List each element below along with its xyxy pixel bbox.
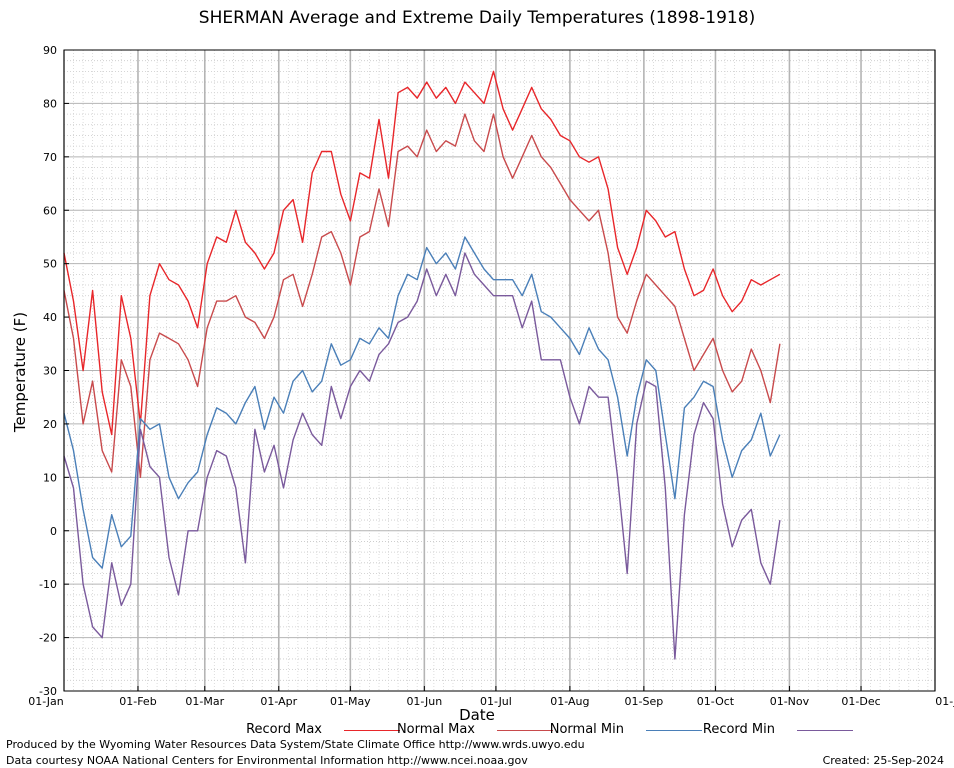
x-tick-label: 01-Oct xyxy=(697,695,735,708)
legend-swatch-record-max xyxy=(344,730,400,731)
series-lines xyxy=(63,70,781,660)
x-tick-label: 01-May xyxy=(330,695,371,708)
legend-item-record-max: Record Max xyxy=(0,722,400,738)
y-tick-label: -30 xyxy=(39,685,57,698)
y-tick-label: 60 xyxy=(43,204,57,217)
y-tick-label: 80 xyxy=(43,97,57,110)
chart-title: SHERMAN Average and Extreme Daily Temper… xyxy=(198,8,756,28)
y-tick-label: 10 xyxy=(43,471,57,484)
y-axis-label: Temperature (F) xyxy=(11,311,29,433)
legend-label-normal-max: Normal Max xyxy=(396,722,475,737)
legend: Record Max Normal Max Normal Min Record … xyxy=(0,722,954,738)
x-axis-label: Date xyxy=(459,706,495,724)
y-tick-label: 70 xyxy=(43,151,57,164)
legend-swatch-normal-min xyxy=(646,730,702,731)
footer-courtesy: Data courtesy NOAA National Centers for … xyxy=(6,754,528,767)
y-tick-label: 0 xyxy=(50,525,57,538)
x-tick-label: 01-Apr xyxy=(260,695,297,708)
footer-produced: Produced by the Wyoming Water Resources … xyxy=(6,738,585,751)
footer-created: Created: 25-Sep-2024 xyxy=(822,754,944,767)
series-line-record-min xyxy=(63,252,781,660)
legend-swatch-record-min xyxy=(797,730,853,731)
y-tick-label: 30 xyxy=(43,365,57,378)
legend-item-normal-max: Normal Max xyxy=(0,722,553,738)
x-tick-label: 01-Feb xyxy=(119,695,156,708)
legend-swatch-normal-max xyxy=(497,730,553,731)
series-line-normal-min xyxy=(63,236,781,569)
x-tick-label: 01-Jun xyxy=(406,695,442,708)
y-tick-label: 20 xyxy=(43,418,57,431)
x-tick-label: 01-Jan xyxy=(28,695,64,708)
legend-label-record-max: Record Max xyxy=(246,722,322,737)
series-line-normal-max xyxy=(63,113,781,478)
x-tick-label: 01-Nov xyxy=(770,695,810,708)
x-tick-label: 01-Mar xyxy=(185,695,224,708)
legend-label-record-min: Record Min xyxy=(702,722,775,737)
legend-label-normal-min: Normal Min xyxy=(549,722,624,737)
series-line-record-max xyxy=(63,70,781,436)
legend-item-normal-min: Normal Min xyxy=(0,722,702,738)
x-tick-label: 01-Jul xyxy=(480,695,512,708)
legend-item-record-min: Record Min xyxy=(0,722,853,738)
y-tick-label: -20 xyxy=(39,632,57,645)
x-tick-label: 01-Dec xyxy=(841,695,880,708)
x-tick-label: 01-Aug xyxy=(550,695,589,708)
y-tick-label: 90 xyxy=(43,44,57,57)
x-tick-label: 01-Sep xyxy=(625,695,664,708)
y-tick-label: 50 xyxy=(43,258,57,271)
y-tick-label: -10 xyxy=(39,578,57,591)
x-tick-label: 01-Jan xyxy=(935,695,954,708)
y-tick-label: 40 xyxy=(43,311,57,324)
